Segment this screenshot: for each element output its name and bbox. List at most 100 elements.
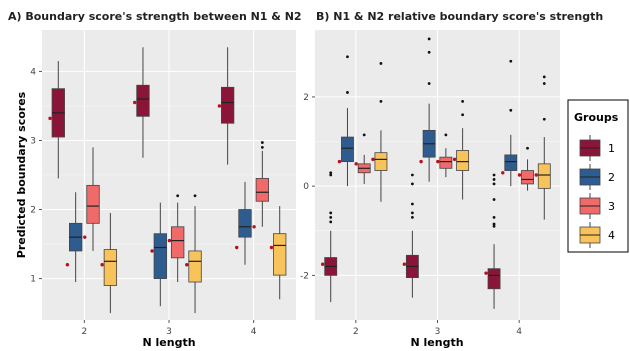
panel-a-boxes — [48, 47, 287, 314]
box-group-1-n3-mean — [133, 100, 137, 105]
box-group-3-n3-mean — [436, 159, 440, 164]
legend-label-1: 1 — [608, 142, 615, 155]
box-group-3-n3 — [171, 226, 185, 259]
box-group-2-n3-outlier — [427, 50, 431, 54]
y-tick-label: 3 — [30, 136, 36, 146]
x-tick-label: 2 — [81, 327, 87, 337]
box-group-4-n4-mean — [534, 173, 538, 177]
box-group-1-n2-mean — [320, 262, 325, 266]
box-group-4-n2-outlier — [379, 99, 383, 103]
box-group-1-n4-outlier — [492, 182, 496, 186]
box-group-3-n4 — [521, 170, 534, 185]
box-group-3-n3-outlier — [444, 133, 448, 137]
legend-items: 1 2 3 4 — [579, 135, 615, 248]
box-group-2-n2-mean — [65, 263, 70, 267]
box-group-2-n2-mean — [337, 159, 342, 164]
box-group-4-n2-outlier — [379, 62, 383, 65]
y-tick-label: -2 — [300, 271, 309, 281]
box-group-4-n4-outlier — [542, 82, 546, 85]
box-group-1-n4-outlier — [492, 198, 496, 201]
x-tick-label: 3 — [435, 327, 441, 337]
box-group-3-n4-outlier — [260, 141, 264, 144]
box-group-1-n3-outlier — [410, 215, 414, 219]
box-group-1-n2-outlier — [329, 171, 333, 175]
panel-a-grid — [42, 30, 296, 320]
box-group-1-n4-outlier — [492, 224, 496, 228]
box-group-4-n2-mean — [371, 157, 375, 162]
box-group-3-n4-outlier — [260, 145, 264, 149]
box-group-2-n3 — [153, 233, 167, 279]
box-group-2-n4-mean — [501, 171, 505, 175]
box-group-1-n4 — [220, 86, 235, 124]
box-group-3-n2 — [86, 184, 100, 224]
box-group-3-n3 — [439, 156, 453, 169]
box-group-4-n4 — [273, 233, 287, 276]
box-group-1-n4 — [487, 268, 501, 290]
box-group-3-n3-mean — [167, 238, 172, 243]
box-group-3-n4-mean — [517, 173, 522, 177]
box-group-4-n3-outlier — [461, 99, 465, 103]
box-group-4-n4-mean — [269, 245, 274, 250]
box-group-1-n3-outlier — [410, 173, 414, 177]
legend-title: Groups — [574, 111, 619, 124]
legend-label-3: 3 — [608, 200, 615, 213]
box-group-4-n3-outlier — [461, 113, 465, 117]
legend-label-2: 2 — [608, 171, 615, 184]
box-group-1-n2-mean — [48, 116, 52, 121]
y-tick-label: 1 — [30, 275, 36, 285]
box-group-2-n4-outlier — [509, 108, 513, 112]
box-group-2-n3-outlier — [427, 37, 431, 41]
box-group-4-n4 — [537, 163, 551, 189]
box-group-4-n3-outlier — [193, 194, 197, 198]
y-tick-label: 2 — [30, 206, 36, 216]
box-group-1-n2-outlier — [329, 215, 333, 219]
box-group-1-n3 — [136, 84, 150, 117]
y-tick-label: 2 — [303, 93, 309, 103]
box-group-1-n3-outlier — [410, 182, 414, 186]
panel-b-title: B) N1 & N2 relative boundary score's str… — [316, 10, 603, 23]
panel-a-x-axis-title: N length — [142, 336, 195, 349]
y-tick-label: 0 — [303, 182, 309, 192]
box-group-1-n4-outlier — [492, 215, 496, 219]
box-group-4-n3 — [456, 150, 470, 171]
box-group-1-n2-outlier — [329, 173, 333, 177]
x-tick-label: 2 — [353, 327, 359, 337]
box-group-3-n2-outlier — [362, 133, 366, 137]
box-group-1-n3-outlier — [410, 202, 414, 206]
panel-a-y-axis-title: Predicted boundary scores — [15, 91, 28, 258]
box-group-2-n3-mean — [419, 159, 423, 164]
box-group-4-n3-mean — [452, 157, 457, 162]
box-group-2-n4 — [504, 154, 518, 171]
box-group-2-n4-mean — [235, 245, 239, 250]
x-tick-label: 3 — [166, 327, 172, 337]
box-group-1-n4-outlier — [492, 173, 496, 177]
box-group-2-n3-outlier — [427, 82, 431, 85]
box-group-4-n2 — [374, 152, 388, 171]
box-group-3-n4-outlier — [526, 146, 529, 150]
box-group-1-n3-mean — [402, 262, 407, 266]
box-group-3-n2-mean — [354, 162, 358, 166]
box-group-1-n4-outlier — [492, 178, 496, 181]
box-group-3-n4-mean — [252, 225, 256, 229]
legend: Groups 1 2 3 4 — [567, 99, 629, 253]
panel-a-title: A) Boundary score's strength between N1 … — [8, 10, 302, 23]
legend-label-4: 4 — [608, 229, 615, 242]
box-group-1-n4-mean — [484, 271, 488, 275]
panel-b-ticks: -2 0 2 2 3 4 — [300, 93, 522, 337]
panel-b-boxes — [320, 37, 551, 309]
box-group-2-n2-outlier — [346, 55, 349, 59]
box-group-3-n3-outlier — [176, 194, 180, 198]
box-group-4-n3 — [188, 250, 202, 283]
box-group-2-n4 — [238, 209, 252, 238]
box-group-1-n2-outlier — [329, 220, 333, 224]
box-group-2-n4-outlier — [509, 59, 513, 63]
box-group-4-n4-outlier — [542, 117, 546, 121]
box-group-1-n3-outlier — [410, 211, 414, 215]
box-group-4-n2 — [103, 249, 118, 286]
box-group-3-n2-mean — [83, 235, 87, 239]
box-group-2-n3-mean — [150, 249, 154, 253]
y-tick-label: 4 — [30, 67, 36, 77]
box-group-1-n4-mean — [217, 104, 222, 108]
box-group-1-n4-outlier — [492, 222, 496, 226]
